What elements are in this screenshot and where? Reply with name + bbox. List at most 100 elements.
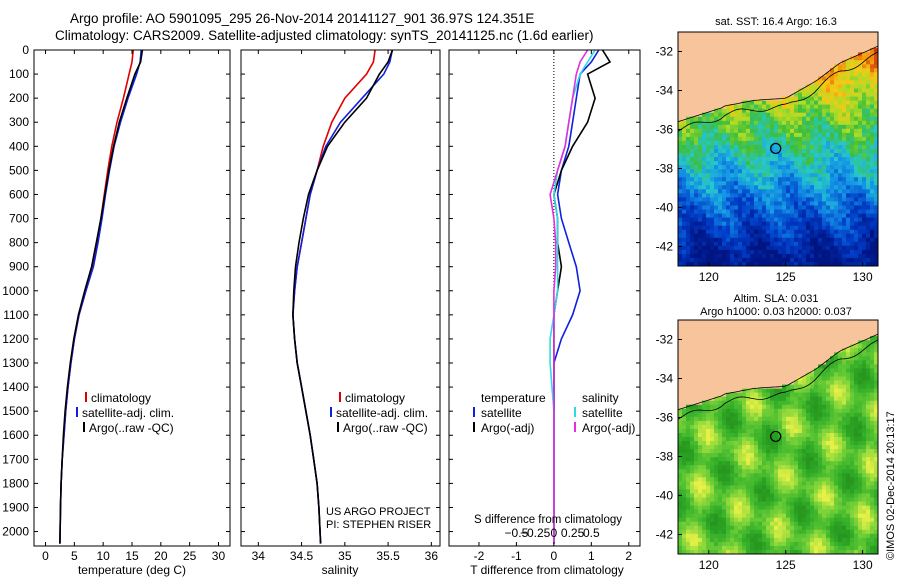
map-x-tick-label: 125 bbox=[776, 270, 796, 284]
map-cell bbox=[770, 388, 775, 393]
map-cell bbox=[818, 237, 823, 243]
map-cell bbox=[702, 197, 707, 202]
map-cell bbox=[790, 173, 795, 178]
map-cell bbox=[830, 165, 835, 170]
map-cell bbox=[702, 537, 707, 543]
y-tick-label: 500 bbox=[9, 163, 29, 177]
map-cell bbox=[826, 193, 831, 198]
map-cell bbox=[834, 481, 839, 486]
map-cell bbox=[734, 108, 739, 114]
map-cell bbox=[770, 477, 775, 482]
map-cell bbox=[730, 253, 735, 259]
map-cell bbox=[710, 509, 715, 514]
map-cell bbox=[678, 189, 683, 194]
map-cell bbox=[802, 449, 807, 454]
map-cell bbox=[834, 521, 839, 527]
map-cell bbox=[866, 477, 871, 482]
map-cell bbox=[726, 173, 731, 178]
map-cell bbox=[814, 541, 819, 547]
map-cell bbox=[778, 181, 783, 186]
map-cell bbox=[810, 392, 815, 397]
map-cell bbox=[814, 104, 819, 109]
map-cell bbox=[822, 225, 827, 231]
map-cell bbox=[874, 497, 878, 502]
map-cell bbox=[790, 221, 795, 226]
map-cell bbox=[822, 92, 827, 97]
map-cell bbox=[766, 501, 771, 506]
map-cell bbox=[834, 441, 839, 446]
map-cell bbox=[818, 177, 823, 182]
map-cell bbox=[854, 60, 859, 65]
map-cell bbox=[746, 120, 751, 126]
map-cell bbox=[846, 368, 851, 373]
map-cell bbox=[690, 493, 695, 498]
map-cell bbox=[746, 104, 751, 109]
map-cell bbox=[822, 205, 827, 210]
map-cell bbox=[758, 209, 763, 214]
map-cell bbox=[718, 197, 723, 202]
map-cell bbox=[846, 169, 851, 174]
map-cell bbox=[762, 233, 767, 239]
map-cell bbox=[738, 461, 743, 466]
map-cell bbox=[830, 485, 835, 490]
map-cell bbox=[810, 225, 815, 231]
map-cell bbox=[846, 112, 851, 118]
map-cell bbox=[766, 213, 771, 218]
map-cell bbox=[758, 189, 763, 194]
map-cell bbox=[786, 416, 791, 422]
map-cell bbox=[786, 185, 791, 190]
map-cell bbox=[774, 473, 779, 478]
map-cell bbox=[794, 104, 799, 109]
map-cell bbox=[862, 153, 867, 158]
map-cell bbox=[874, 241, 878, 247]
map-cell bbox=[738, 253, 743, 259]
map-cell bbox=[702, 433, 707, 438]
map-cell bbox=[822, 376, 827, 381]
map-cell bbox=[862, 469, 867, 474]
map-cell bbox=[766, 197, 771, 202]
map-cell bbox=[846, 416, 851, 422]
map-cell bbox=[694, 177, 699, 182]
map-cell bbox=[766, 128, 771, 134]
map-cell bbox=[798, 249, 803, 255]
map-cell bbox=[854, 348, 859, 353]
map-cell bbox=[834, 465, 839, 470]
map-cell bbox=[774, 157, 779, 162]
map-cell bbox=[850, 88, 855, 93]
map-cell bbox=[714, 189, 719, 194]
map-cell bbox=[826, 481, 831, 486]
map-cell bbox=[718, 433, 723, 438]
map-cell bbox=[762, 461, 767, 466]
map-cell bbox=[742, 205, 747, 210]
map-cell bbox=[758, 153, 763, 158]
map-cell bbox=[730, 104, 735, 109]
difference-curves bbox=[549, 50, 612, 544]
map-cell bbox=[794, 181, 799, 186]
map-cell bbox=[738, 262, 743, 266]
map-cell bbox=[870, 465, 875, 470]
map-cell bbox=[818, 112, 823, 118]
map-cell bbox=[794, 533, 799, 539]
map-cell bbox=[858, 201, 863, 206]
map-cell bbox=[794, 116, 799, 122]
map-cell bbox=[842, 545, 847, 551]
map-cell bbox=[826, 465, 831, 470]
map-cell bbox=[754, 197, 759, 202]
map-cell bbox=[722, 140, 727, 146]
map-cell bbox=[802, 209, 807, 214]
map-cell bbox=[726, 201, 731, 206]
map-cell bbox=[846, 497, 851, 502]
map-cell bbox=[818, 225, 823, 231]
map-cell bbox=[694, 241, 699, 247]
map-cell bbox=[766, 545, 771, 551]
map-cell bbox=[714, 108, 719, 114]
map-cell bbox=[718, 445, 723, 450]
map-cell bbox=[774, 241, 779, 247]
map-cell bbox=[818, 80, 823, 85]
map-cell bbox=[818, 449, 823, 454]
map-cell bbox=[750, 249, 755, 255]
map-cell bbox=[830, 185, 835, 190]
map-cell bbox=[814, 453, 819, 458]
map-cell bbox=[826, 213, 831, 218]
map-cell bbox=[770, 485, 775, 490]
